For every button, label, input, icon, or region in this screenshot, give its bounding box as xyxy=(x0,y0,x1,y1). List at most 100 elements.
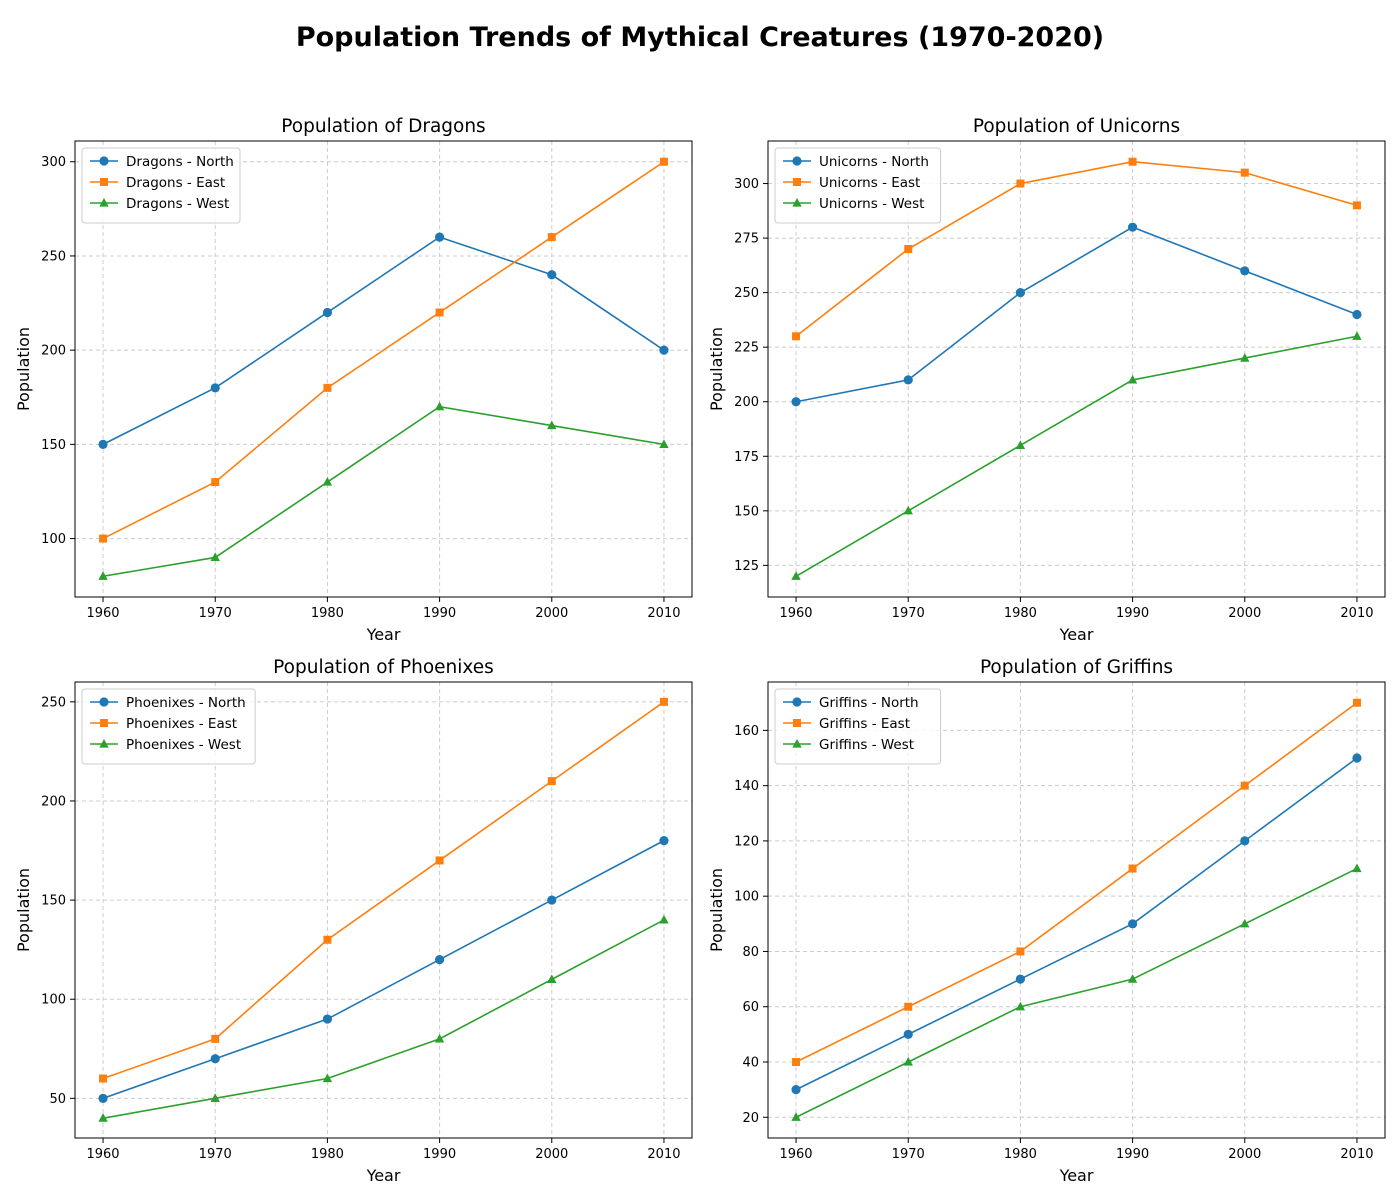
series-line xyxy=(102,919,665,1119)
data-point xyxy=(210,552,220,562)
subplot-title: Population of Unicorns xyxy=(973,116,1180,137)
data-point xyxy=(1240,168,1249,177)
y-tick-label: 300 xyxy=(734,177,759,192)
legend-label: Dragons - North xyxy=(126,154,234,170)
data-point xyxy=(1128,864,1137,873)
x-axis: 1960 1970 1980 1990 2000 2010 xyxy=(86,1138,681,1162)
x-tick-label: 1990 xyxy=(1116,606,1149,621)
legend: Griffins - North Griffins - East Griffins … xyxy=(774,688,942,765)
x-tick-label: 1990 xyxy=(423,1147,456,1162)
series-line xyxy=(795,867,1358,1118)
series-line xyxy=(102,405,665,578)
series-dragons-north xyxy=(98,232,669,449)
series-dragons-east xyxy=(99,157,668,543)
axes-frame xyxy=(767,681,1386,1139)
data-point xyxy=(210,383,220,393)
legend: Phoenixes - North Phoenixes - East Phoenix… xyxy=(81,688,256,765)
legend: Unicorns - North Unicorns - East Unicorns … xyxy=(774,147,942,224)
legend-marker xyxy=(793,178,801,186)
x-tick-label: 1980 xyxy=(1004,606,1037,621)
y-tick-label: 250 xyxy=(41,249,66,264)
data-point xyxy=(211,478,220,487)
x-tick-label: 1990 xyxy=(423,606,456,621)
x-tick-label: 1960 xyxy=(779,606,812,621)
legend-marker xyxy=(100,178,108,186)
x-tick-label: 1970 xyxy=(892,606,925,621)
x-tick-label: 1980 xyxy=(311,606,344,621)
legend-item: Dragons - West xyxy=(90,196,229,212)
data-point xyxy=(547,233,556,242)
series-line xyxy=(795,757,1358,1091)
x-tick-label: 1960 xyxy=(86,606,119,621)
figure-title: Population Trends of Mythical Creatures … xyxy=(296,22,1104,53)
data-point xyxy=(1352,331,1362,340)
data-point xyxy=(1015,1001,1026,1011)
x-tick-label: 1970 xyxy=(199,1147,232,1162)
data-point xyxy=(547,974,557,983)
y-tick-label: 60 xyxy=(742,1000,759,1015)
subplot-population-of-griffins: Population of Griffins 1960 1970 1980 1990 20… xyxy=(707,657,1386,1185)
legend: Dragons - North Dragons - East Dragons - W… xyxy=(81,147,241,224)
data-point xyxy=(98,1113,108,1122)
data-point xyxy=(1240,836,1250,846)
data-point xyxy=(1240,781,1249,790)
y-tick-label: 200 xyxy=(734,395,759,410)
legend-item: Griffins - West xyxy=(783,737,914,753)
y-axis-label: Population xyxy=(14,868,33,952)
data-point xyxy=(322,307,333,318)
x-tick-label: 1960 xyxy=(779,1147,812,1162)
subplot-population-of-phoenixes: Population of Phoenixes 1960 1970 1980 1990 2… xyxy=(14,657,693,1185)
x-tick-label: 1970 xyxy=(892,1147,925,1162)
data-point xyxy=(903,505,913,515)
legend-frame xyxy=(774,688,942,765)
y-tick-label: 250 xyxy=(41,695,66,710)
data-point xyxy=(1127,919,1138,929)
y-axis: 20 40 60 80 100 120 140 160 xyxy=(734,724,768,1126)
data-point xyxy=(903,1057,913,1066)
legend-item: Phoenixes - East xyxy=(90,716,237,732)
series-line xyxy=(795,702,1358,1063)
y-tick-label: 140 xyxy=(734,779,759,794)
legend-label: Unicorns - West xyxy=(819,196,924,212)
legend-item: Dragons - East xyxy=(90,175,225,191)
data-point xyxy=(1240,266,1250,276)
x-axis: 1960 1970 1980 1990 2000 2010 xyxy=(86,597,681,621)
y-tick-label: 20 xyxy=(742,1111,759,1126)
y-tick-label: 150 xyxy=(41,894,66,909)
series-line xyxy=(102,161,665,540)
data-point xyxy=(434,954,445,965)
data-point xyxy=(1127,374,1138,384)
y-axis: 125 150 175 200 225 250 275 300 xyxy=(734,177,768,574)
x-tick-label: 1960 xyxy=(86,1147,119,1162)
series-line xyxy=(795,335,1358,577)
x-tick-label: 2000 xyxy=(535,1147,568,1162)
y-tick-label: 225 xyxy=(734,341,759,356)
series-line xyxy=(102,701,665,1080)
legend-label: Dragons - West xyxy=(126,196,229,212)
legend-marker xyxy=(793,719,801,727)
data-point xyxy=(98,439,108,449)
data-point xyxy=(434,401,445,411)
subplot-title: Population of Phoenixes xyxy=(273,657,494,678)
legend-marker xyxy=(99,198,109,207)
data-point xyxy=(903,1029,913,1039)
data-point xyxy=(1352,698,1361,707)
y-axis-label: Population xyxy=(14,327,33,411)
legend-item: Unicorns - North xyxy=(783,154,929,170)
legend-marker xyxy=(792,198,802,207)
legend-marker xyxy=(99,697,109,707)
legend-label: Griffins - West xyxy=(819,737,914,753)
series-unicorns-north xyxy=(791,222,1362,407)
series-griffins-north xyxy=(791,753,1362,1095)
x-axis-label: Year xyxy=(366,625,401,644)
y-tick-label: 200 xyxy=(41,344,66,359)
data-point xyxy=(547,777,556,786)
x-axis: 1960 1970 1980 1990 2000 2010 xyxy=(779,597,1374,621)
axes-frame xyxy=(74,140,693,598)
y-tick-label: 200 xyxy=(41,794,66,809)
series-unicorns-east xyxy=(792,157,1361,341)
data-point xyxy=(1352,201,1361,210)
y-tick-label: 160 xyxy=(734,724,759,739)
legend-marker xyxy=(792,156,802,166)
